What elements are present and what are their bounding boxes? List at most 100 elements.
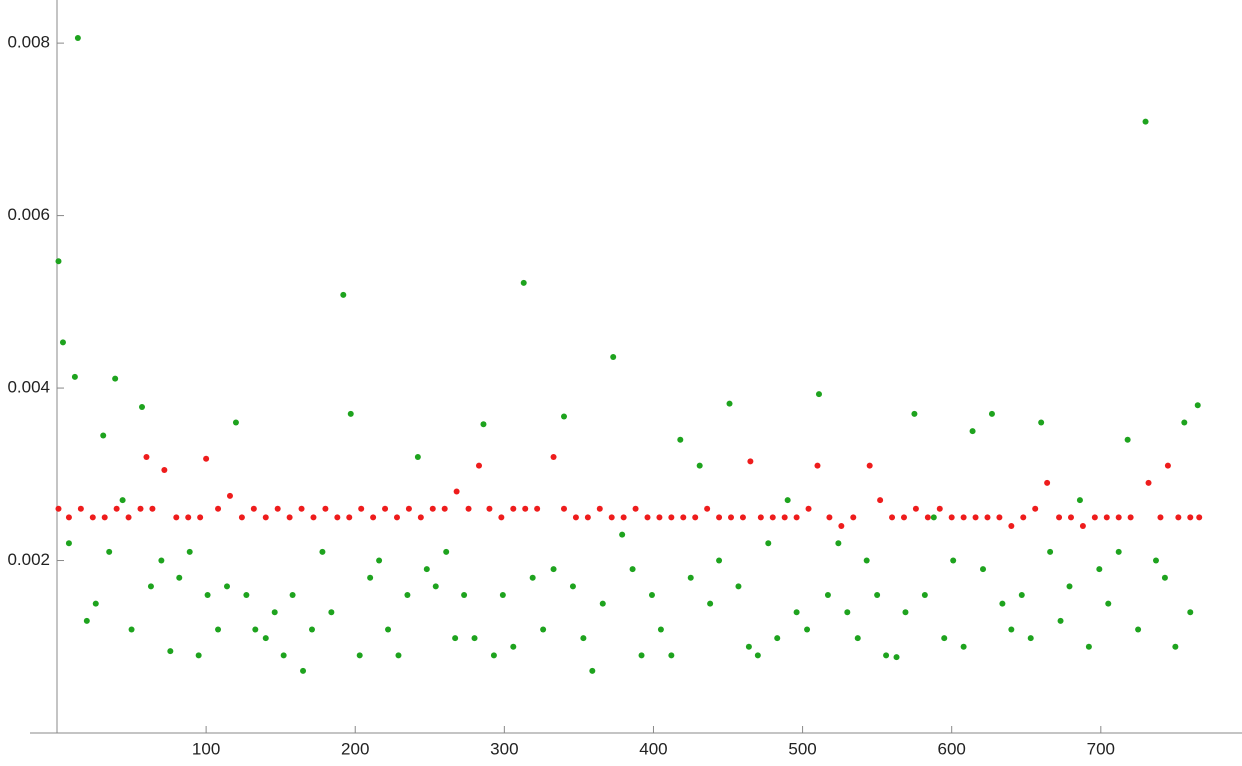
point [1056,514,1063,521]
point [589,667,596,674]
point [1175,514,1182,521]
point [765,540,772,547]
point [243,592,250,599]
point [596,505,603,512]
point [1161,574,1168,581]
point [911,410,918,417]
point [824,592,831,599]
point [286,514,293,521]
point [893,654,900,661]
point [158,557,165,564]
point [656,514,663,521]
point [161,466,168,473]
point [74,34,81,41]
point [850,514,857,521]
point [310,514,317,521]
y-tick-label: 0.008 [7,33,50,52]
point [432,583,439,590]
point [1091,514,1098,521]
point [704,505,711,512]
point [1145,479,1152,486]
point [1115,548,1122,555]
point [1135,626,1142,633]
point [1194,402,1201,409]
point [262,514,269,521]
point [1152,557,1159,564]
point [125,514,132,521]
point [376,557,383,564]
point [950,557,957,564]
point [223,583,230,590]
point [137,505,144,512]
point [510,643,517,650]
point [185,514,192,521]
x-tick-label: 100 [192,739,220,758]
point [232,419,239,426]
point [1187,514,1194,521]
point [197,514,204,521]
point [143,454,150,461]
point [322,505,329,512]
point [370,514,377,521]
point [572,514,579,521]
point [55,505,62,512]
point [716,557,723,564]
point [793,609,800,616]
point [486,505,493,512]
point [417,514,424,521]
point [1027,635,1034,642]
point [358,505,365,512]
point [668,652,675,659]
point [924,514,931,521]
point [195,652,202,659]
point [149,505,156,512]
point [936,505,943,512]
point [112,375,119,382]
point [1008,626,1015,633]
point [173,514,180,521]
point [238,514,245,521]
point [128,626,135,633]
point [92,600,99,607]
point [215,626,222,633]
x-tick-label: 300 [490,739,518,758]
point [147,583,154,590]
point [1032,505,1039,512]
point [984,514,991,521]
point [844,609,851,616]
point [745,643,752,650]
x-tick-label: 400 [639,739,667,758]
point [677,436,684,443]
point [728,514,735,521]
point [106,548,113,555]
point [319,548,326,555]
point [89,514,96,521]
point [404,592,411,599]
point [569,583,576,590]
point [490,652,497,659]
point [769,514,776,521]
point [499,592,506,599]
point [1067,514,1074,521]
point [520,279,527,286]
point [347,410,354,417]
point [610,354,617,361]
point [328,609,335,616]
point [186,548,193,555]
point [632,505,639,512]
point [429,505,436,512]
point [452,635,459,642]
point [414,454,421,461]
point [781,514,788,521]
point [774,635,781,642]
point [900,514,907,521]
point [912,505,919,512]
point [77,505,84,512]
point [119,497,126,504]
point [262,635,269,642]
point [638,652,645,659]
point [902,609,909,616]
point [215,505,222,512]
point [101,514,108,521]
point [560,505,567,512]
